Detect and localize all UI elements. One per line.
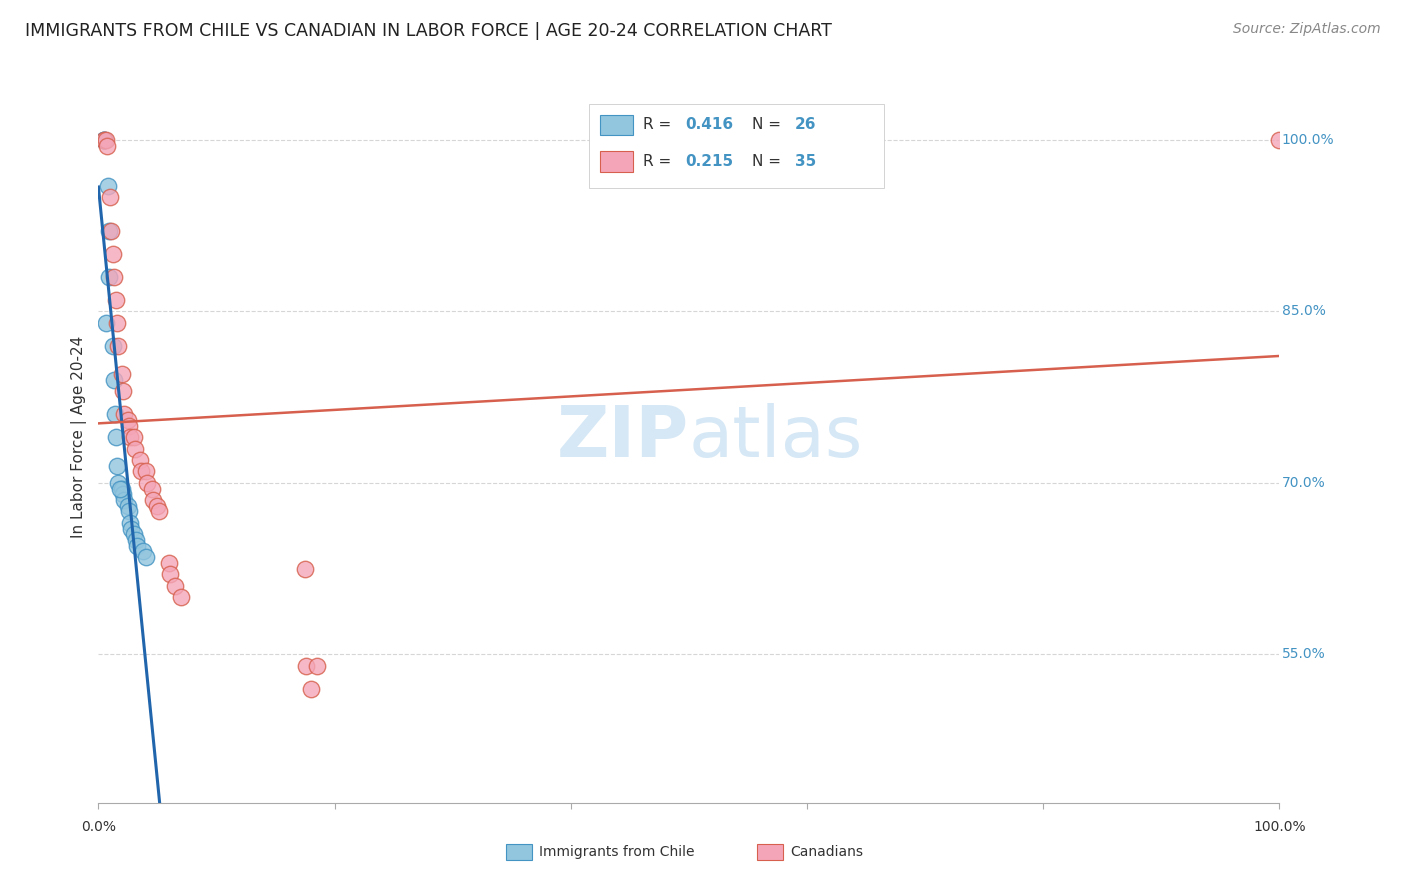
Point (107, 475, 129, 490)
Point (112, 487, 135, 501)
Text: IMMIGRANTS FROM CHILE VS CANADIAN IN LABOR FORCE | AGE 20-24 CORRELATION CHART: IMMIGRANTS FROM CHILE VS CANADIAN IN LAB… (25, 22, 832, 40)
Point (105, 458, 128, 473)
Point (135, 464, 157, 478)
Point (148, 504, 170, 518)
Y-axis label: In Labor Force | Age 20-24: In Labor Force | Age 20-24 (72, 336, 87, 538)
Point (98, 270, 121, 285)
Point (141, 482, 163, 496)
Text: 0.0%: 0.0% (82, 820, 115, 834)
Bar (758, 844, 783, 860)
Point (120, 516, 142, 530)
Point (170, 590, 193, 604)
Point (93, 133, 115, 147)
Text: 0.416: 0.416 (685, 117, 734, 132)
Point (305, 658, 328, 673)
Point (111, 368, 134, 382)
Text: N =: N = (752, 117, 786, 132)
Point (295, 658, 318, 673)
Text: ZIP: ZIP (557, 402, 689, 472)
Point (118, 504, 141, 518)
Text: N =: N = (752, 153, 786, 169)
Text: 100.0%: 100.0% (1282, 133, 1334, 147)
Text: 26: 26 (796, 117, 817, 132)
Point (103, 270, 125, 285)
Text: Immigrants from Chile: Immigrants from Chile (538, 845, 695, 859)
Point (122, 430, 145, 444)
Point (112, 492, 135, 507)
Point (125, 533, 148, 547)
Text: R =: R = (643, 153, 676, 169)
Text: 100.0%: 100.0% (1253, 820, 1306, 834)
Point (122, 527, 145, 541)
Point (117, 499, 139, 513)
Text: Source: ZipAtlas.com: Source: ZipAtlas.com (1233, 22, 1381, 37)
Text: 0.215: 0.215 (685, 153, 734, 169)
Point (93, 133, 115, 147)
Bar (506, 844, 531, 860)
Point (127, 539, 149, 553)
Point (159, 567, 181, 582)
Point (94, 316, 117, 330)
Point (107, 339, 129, 353)
Point (121, 521, 143, 535)
Point (142, 492, 165, 507)
Point (129, 464, 152, 478)
Point (132, 544, 155, 558)
Point (108, 482, 131, 496)
Point (93, 133, 115, 147)
Text: 85.0%: 85.0% (1282, 304, 1326, 318)
Point (112, 407, 135, 421)
Point (98, 224, 121, 238)
Point (94, 133, 117, 147)
Point (124, 442, 146, 456)
Point (97, 178, 120, 193)
Point (294, 561, 316, 575)
Point (101, 339, 124, 353)
Text: 35: 35 (796, 153, 817, 169)
Text: atlas: atlas (689, 402, 863, 472)
Point (111, 482, 134, 496)
Point (117, 413, 139, 427)
Point (299, 681, 322, 696)
Point (118, 418, 141, 433)
Text: R =: R = (643, 117, 676, 132)
Point (101, 247, 124, 261)
Bar (589, 104, 884, 188)
Point (157, 556, 180, 570)
Point (105, 293, 128, 307)
Point (105, 430, 128, 444)
Text: 55.0%: 55.0% (1282, 648, 1326, 661)
Point (104, 407, 127, 421)
Point (1268, 133, 1291, 147)
Point (100, 224, 122, 238)
Point (135, 475, 157, 490)
Point (128, 453, 150, 467)
Point (120, 430, 142, 444)
Point (135, 550, 157, 565)
Point (98, 190, 121, 204)
Bar (600, 151, 634, 171)
Point (105, 316, 128, 330)
Point (112, 384, 135, 399)
Point (146, 499, 169, 513)
Point (103, 373, 125, 387)
Text: 70.0%: 70.0% (1282, 475, 1326, 490)
Bar (600, 114, 634, 135)
Point (96, 138, 118, 153)
Text: Canadians: Canadians (790, 845, 863, 859)
Point (165, 579, 187, 593)
Point (93, 133, 115, 147)
